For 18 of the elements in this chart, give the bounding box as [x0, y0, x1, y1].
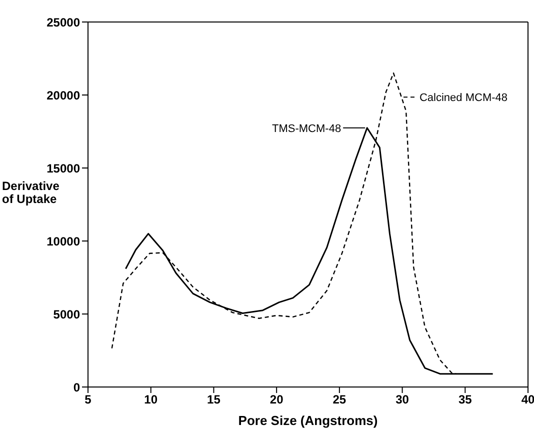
y-tick-label: 25000 [46, 15, 80, 30]
text: TMS-MCM-48 [272, 122, 342, 135]
y-tick-label: 20000 [46, 88, 80, 102]
x-axis-title: Pore Size (Angstroms) [238, 413, 378, 428]
x-tick-label: 20 [270, 392, 284, 407]
x-tick-label: 35 [458, 392, 472, 407]
x-tick-label: 40 [521, 392, 534, 407]
x-tick-label: 25 [332, 392, 346, 407]
x-tick-label: 5 [84, 392, 92, 407]
legend-label: Calcined MCM-48 [419, 92, 508, 104]
y-tick-label: 10000 [46, 234, 80, 248]
x-tick-label: 15 [207, 392, 221, 407]
y-axis-title: Derivative of Uptake [2, 179, 60, 206]
y-tick-label: 15000 [46, 161, 80, 176]
x-tick-label: 10 [144, 392, 158, 407]
x-tick-label: 30 [396, 392, 410, 407]
y-tick-label: 5000 [53, 307, 80, 322]
y-tick-label: 0 [73, 380, 80, 394]
